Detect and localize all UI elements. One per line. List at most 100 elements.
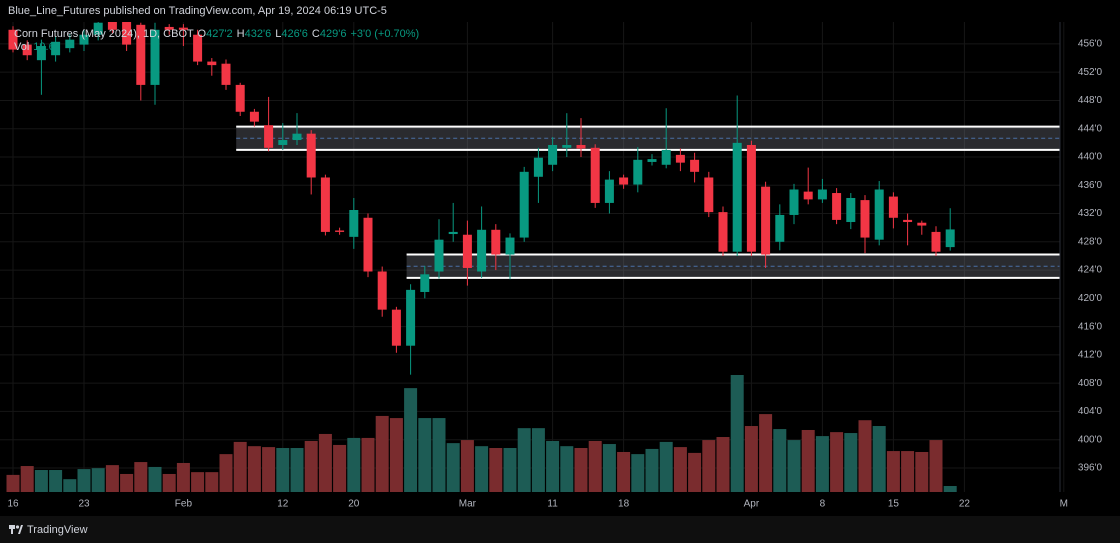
legend-change: +3'0 (+0.70%) <box>350 28 419 40</box>
candle-body <box>647 159 657 162</box>
volume-bar <box>219 454 233 492</box>
volume-bar <box>375 415 389 492</box>
candle-body <box>292 133 302 141</box>
x-tick-label: Feb <box>175 499 193 510</box>
volume-bar <box>872 426 886 492</box>
candle-body <box>22 44 32 56</box>
volume-bar <box>901 451 915 492</box>
volume-bar <box>20 466 34 492</box>
volume-bar <box>659 441 673 492</box>
volume-bar <box>801 429 815 492</box>
volume-bar <box>233 441 247 492</box>
volume-bar <box>730 375 744 492</box>
volume-bar <box>929 440 943 492</box>
volume-bar <box>503 448 517 492</box>
candle-body <box>434 239 444 272</box>
volume-bar <box>574 448 588 492</box>
volume-bar <box>858 420 872 492</box>
legend-key: L <box>275 28 281 40</box>
volume-layer <box>6 375 957 492</box>
volume-bar <box>787 440 801 492</box>
volume-bar <box>702 440 716 492</box>
candle-body <box>917 222 927 226</box>
candle-body <box>391 309 401 346</box>
volume-bar <box>688 452 702 492</box>
candle-body <box>477 229 487 272</box>
y-tick-label: 424'0 <box>1078 265 1103 276</box>
volume-bar <box>134 462 148 492</box>
volume-bar <box>148 466 162 492</box>
zone-layer <box>236 125 1060 279</box>
legend-value: 427'2 <box>206 28 233 40</box>
volume-bar <box>176 462 190 492</box>
candle-body <box>193 34 203 62</box>
volume-bar <box>77 469 91 492</box>
y-tick-label: 456'0 <box>1078 39 1103 50</box>
candle-body <box>633 159 643 185</box>
x-tick-label: 18 <box>618 499 630 510</box>
volume-bar <box>333 444 347 492</box>
volume-bar <box>347 437 361 492</box>
y-tick-label: 436'0 <box>1078 180 1103 191</box>
candle-body <box>505 237 515 255</box>
candle-body <box>604 179 614 203</box>
volume-bar <box>361 437 375 492</box>
volume-bar <box>389 418 403 492</box>
candle-layer <box>8 22 955 375</box>
candle-body <box>860 200 870 238</box>
candle-body <box>264 125 274 148</box>
candle-body <box>619 177 629 185</box>
candle-body <box>661 149 671 165</box>
zone-fill <box>406 254 1060 278</box>
candle-body <box>718 212 728 252</box>
candle-body <box>207 61 217 66</box>
y-tick-label: 420'0 <box>1078 293 1103 304</box>
x-tick-label: 20 <box>348 499 360 510</box>
candle-body <box>36 46 46 61</box>
candle-body <box>136 24 146 85</box>
volume-bar <box>943 486 957 492</box>
volume-bar <box>546 440 560 492</box>
legend-key: C <box>312 28 320 40</box>
candle-body <box>249 111 259 122</box>
candle-body <box>576 144 586 149</box>
x-tick-label: 16 <box>7 499 19 510</box>
candle-body <box>789 189 799 215</box>
candle-body <box>761 186 771 255</box>
candle-body <box>8 29 18 50</box>
candle-body <box>732 142 742 252</box>
candle-body <box>803 191 813 200</box>
candle-body <box>704 177 714 213</box>
volume-bar <box>446 443 460 492</box>
candle-body <box>903 219 913 223</box>
zone-fill <box>236 126 1060 150</box>
candle-body <box>533 157 543 177</box>
volume-bar <box>531 428 545 492</box>
volume-bar <box>290 448 304 492</box>
candle-body <box>65 39 75 49</box>
volume-bar <box>560 446 574 492</box>
candle-body <box>874 189 884 240</box>
x-tick-label: Mar <box>459 499 477 510</box>
candle-body <box>832 193 842 220</box>
y-tick-label: 416'0 <box>1078 321 1103 332</box>
volume-bar <box>517 428 531 492</box>
candle-body <box>377 271 387 310</box>
candle-body <box>590 147 600 203</box>
y-tick-label: 452'0 <box>1078 67 1103 78</box>
volume-bar <box>631 454 645 492</box>
volume-bar <box>886 451 900 492</box>
legend-title: Corn Futures (May 2024), 1D, CBOT <box>14 28 194 40</box>
volume-bar <box>276 448 290 492</box>
candle-body <box>178 27 188 30</box>
volume-bar <box>617 451 631 492</box>
header-title: Blue_Line_Futures published on TradingVi… <box>8 5 387 17</box>
volume-bar <box>602 444 616 492</box>
x-tick-label: 11 <box>547 499 558 510</box>
y-tick-label: 444'0 <box>1078 123 1103 134</box>
candle-body <box>931 231 941 252</box>
x-tick-label: Apr <box>744 499 760 510</box>
y-tick-label: 432'0 <box>1078 208 1103 219</box>
volume-bar <box>49 470 63 492</box>
